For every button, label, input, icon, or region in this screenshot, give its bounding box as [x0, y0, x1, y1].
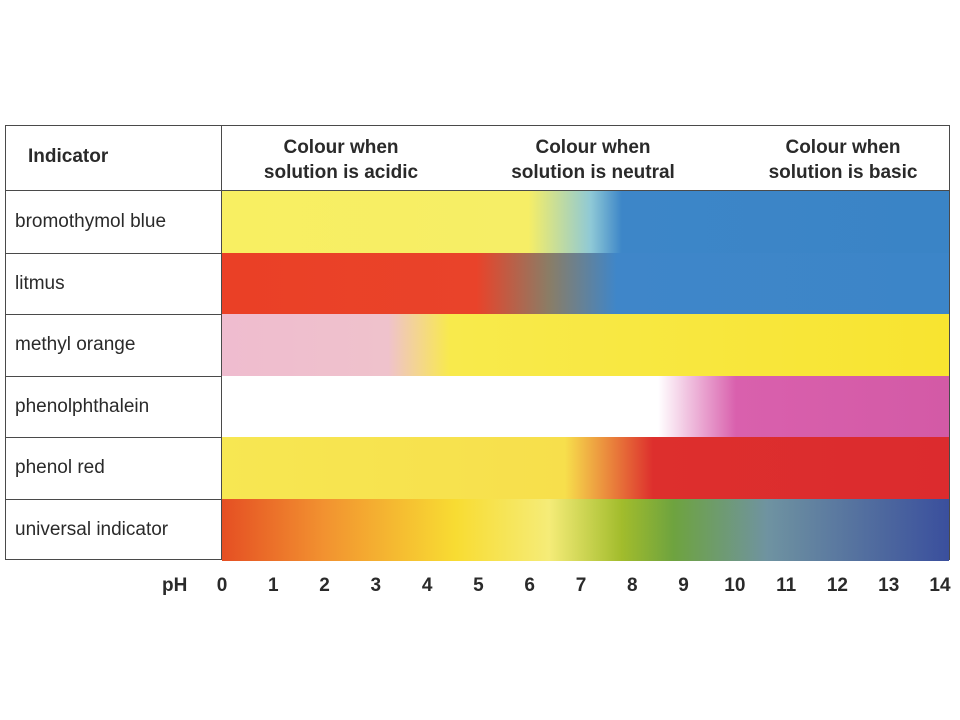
neutral-header-line-2: solution is neutral	[511, 162, 675, 183]
indicator-colour-band	[222, 314, 949, 376]
indicator-colour-band	[222, 375, 949, 438]
indicator-row: universal indicator	[6, 498, 949, 561]
ph-tick-label: 13	[878, 575, 900, 596]
ph-tick-label: 7	[575, 575, 587, 596]
row-separator	[6, 498, 221, 500]
row-separator	[6, 437, 221, 438]
indicator-name: phenolphthalein	[15, 395, 150, 417]
header-row: Indicator Colour when solution is acidic…	[6, 126, 949, 191]
ph-tick-label: 12	[826, 575, 848, 596]
row-separator	[6, 252, 221, 254]
ph-tick-label: 6	[524, 575, 535, 596]
ph-tick-label: 5	[473, 575, 484, 596]
neutral-header-line-1: Colour when	[535, 137, 651, 158]
basic-header-line-1: Colour when	[785, 137, 901, 158]
ph-tick-label: 11	[776, 575, 797, 596]
ph-tick-label: 4	[421, 575, 433, 596]
ph-tick-label: 1	[267, 575, 279, 596]
indicator-name: methyl orange	[15, 334, 136, 355]
acidic-column-header: Colour when solution is acidic	[221, 135, 461, 185]
indicator-table: Indicator Colour when solution is acidic…	[5, 125, 950, 561]
acidic-header-line-2: solution is acidic	[263, 162, 419, 183]
indicator-row: litmus	[6, 252, 949, 315]
ph-axis-label: pH	[162, 575, 188, 596]
indicator-colour-band	[222, 498, 949, 561]
ph-tick-label: 9	[678, 575, 689, 596]
indicator-row: bromothymol blue	[6, 191, 949, 253]
basic-column-header: Colour when solution is basic	[723, 135, 960, 185]
indicator-row: phenolphthalein	[6, 375, 949, 438]
ph-axis: pH 0 1 2 3 4 5 6 7 8 9 10 11 12 13 14	[0, 568, 960, 604]
ph-tick-label: 0	[216, 575, 228, 596]
indicator-colour-band	[222, 191, 949, 253]
indicator-row: phenol red	[6, 437, 949, 499]
indicator-name: litmus	[15, 272, 65, 294]
column-divider	[221, 126, 222, 559]
ph-tick-label: 3	[370, 575, 382, 596]
ph-tick-label: 14	[929, 575, 951, 596]
row-separator	[6, 314, 221, 315]
indicator-name: bromothymol blue	[15, 211, 167, 232]
indicator-column-header: Indicator	[28, 146, 109, 167]
ph-tick-label: 2	[319, 575, 330, 596]
indicator-name: phenol red	[15, 457, 105, 478]
indicator-name: universal indicator	[15, 518, 169, 540]
basic-header-line-2: solution is basic	[768, 162, 918, 183]
neutral-column-header: Colour when solution is neutral	[473, 135, 713, 185]
indicator-colour-band	[222, 437, 949, 499]
row-separator	[6, 375, 221, 377]
indicator-colour-band	[222, 252, 949, 315]
acidic-header-line-1: Colour when	[283, 137, 399, 158]
indicator-row: methyl orange	[6, 314, 949, 376]
ph-tick-label: 10	[724, 575, 746, 596]
ph-tick-label: 8	[626, 575, 638, 596]
